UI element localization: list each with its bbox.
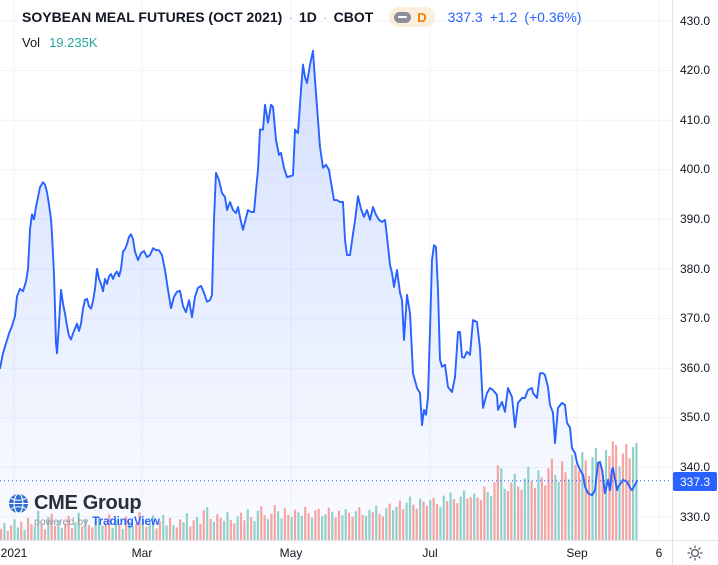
price-tick-label: 370.0 bbox=[679, 311, 711, 326]
price-tick-label: 380.0 bbox=[679, 261, 711, 276]
price-tick-label: 350.0 bbox=[679, 410, 711, 425]
delayed-data-badge[interactable]: D bbox=[389, 7, 435, 27]
interval-label[interactable]: 1D bbox=[299, 9, 317, 25]
price-change-value: +1.2 bbox=[489, 9, 518, 25]
tradingview-link[interactable]: TradingView bbox=[92, 516, 160, 528]
legend: SOYBEAN MEAL FUTURES (OCT 2021) · 1D · C… bbox=[22, 7, 582, 50]
timeframe-d-label: D bbox=[417, 9, 427, 25]
separator-dot: · bbox=[288, 9, 294, 25]
powered-by-label: powered by bbox=[34, 516, 89, 528]
volume-row: Vol 19.235K bbox=[22, 35, 582, 50]
price-values: 337.3 +1.2 (+0.36%) bbox=[448, 9, 582, 25]
theme-toggle-button[interactable] bbox=[672, 541, 718, 565]
time-tick-label: Mar bbox=[131, 546, 153, 560]
minus-icon bbox=[394, 11, 412, 23]
time-tick-label: Jul bbox=[422, 546, 438, 560]
price-badge-value: 337.3 bbox=[679, 474, 711, 489]
price-tick-label: 420.0 bbox=[679, 63, 711, 78]
cme-logo-text: CME Group bbox=[34, 492, 142, 514]
price-tick-label: 340.0 bbox=[679, 459, 711, 474]
volume-label: Vol bbox=[22, 35, 41, 50]
exchange-label: CBOT bbox=[333, 9, 374, 25]
price-badge: 337.3 bbox=[673, 472, 717, 492]
volume-value: 19.235K bbox=[49, 35, 98, 50]
cme-globe-icon bbox=[9, 493, 28, 514]
price-tick-label: 360.0 bbox=[679, 360, 711, 375]
volume-bars bbox=[0, 441, 638, 541]
price-tick-label: 330.0 bbox=[679, 509, 711, 524]
price-change-percent: (+0.36%) bbox=[524, 9, 582, 25]
price-line bbox=[0, 49, 638, 497]
last-price-value: 337.3 bbox=[447, 9, 483, 25]
price-tick-label: 430.0 bbox=[679, 13, 711, 28]
time-tick-label: 2021 bbox=[0, 546, 28, 560]
price-scale[interactable]: 430.0 420.0 410.0 400.0 390.0 380.0 370.0 360.0… bbox=[672, 0, 718, 540]
symbol-title[interactable]: SOYBEAN MEAL FUTURES (OCT 2021) bbox=[22, 9, 283, 25]
time-tick-label: May bbox=[279, 546, 303, 560]
price-tick-label: 390.0 bbox=[679, 211, 711, 226]
time-scale[interactable]: 2021 Mar May Jul Sep 6 bbox=[0, 543, 672, 565]
separator-dot: · bbox=[322, 9, 328, 25]
sun-icon bbox=[687, 545, 703, 561]
time-tick-label: Sep bbox=[566, 546, 588, 560]
cme-logo[interactable]: CME Group powered by TradingView bbox=[8, 492, 160, 528]
time-tick-label: 6 bbox=[655, 546, 663, 560]
price-area bbox=[0, 50, 637, 541]
price-tick-label: 400.0 bbox=[679, 162, 711, 177]
legend-title-row: SOYBEAN MEAL FUTURES (OCT 2021) · 1D · C… bbox=[22, 7, 582, 27]
price-tick-label: 410.0 bbox=[679, 112, 711, 127]
